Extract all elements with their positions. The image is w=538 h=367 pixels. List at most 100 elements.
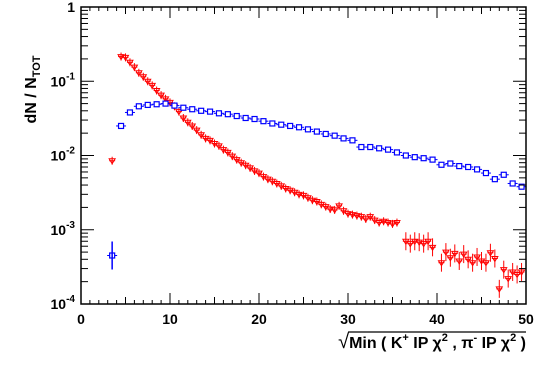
y-tick-label-base: 10 xyxy=(51,73,67,89)
data-point xyxy=(391,149,402,156)
data-point xyxy=(486,243,495,262)
data-point xyxy=(374,145,385,152)
data-point xyxy=(366,212,375,221)
data-point xyxy=(347,137,358,144)
data-point xyxy=(240,114,251,122)
data-point xyxy=(424,232,432,251)
data-point xyxy=(356,143,367,151)
x-tick-label: 20 xyxy=(251,311,267,327)
data-point xyxy=(143,77,152,86)
data-point xyxy=(311,128,322,135)
data-point xyxy=(148,81,157,90)
data-point xyxy=(126,58,134,67)
data-point xyxy=(472,166,483,173)
y-tick-labels: 10-410-310-210-11 xyxy=(51,0,76,312)
data-point xyxy=(142,101,153,109)
y-tick-label: 10-2 xyxy=(51,146,76,164)
data-point xyxy=(213,110,224,117)
y-axis-title-sub: TOT xyxy=(31,55,43,77)
y-tick-label-base: 1 xyxy=(67,0,75,15)
data-point xyxy=(302,126,313,133)
data-point xyxy=(419,234,428,253)
data-point xyxy=(175,107,183,116)
series-0 xyxy=(108,52,526,298)
data-point xyxy=(409,154,420,161)
data-point xyxy=(124,109,135,116)
data-point xyxy=(121,53,130,62)
data-point xyxy=(285,122,296,130)
data-point xyxy=(446,248,455,267)
data-point xyxy=(335,201,343,210)
data-point xyxy=(499,260,508,279)
data-point xyxy=(516,183,527,190)
data-point xyxy=(418,155,429,162)
plot-area xyxy=(107,52,527,298)
data-point xyxy=(215,141,223,150)
data-point xyxy=(365,143,376,151)
series-1 xyxy=(107,100,527,270)
x-axis-title-radical: √ xyxy=(338,331,349,353)
data-point xyxy=(134,68,143,77)
data-point xyxy=(455,251,464,270)
data-point xyxy=(139,72,148,81)
data-point xyxy=(330,205,339,214)
data-point xyxy=(338,135,349,142)
y-axis-title-main: dN / N xyxy=(23,77,40,123)
data-point xyxy=(517,262,526,281)
data-point xyxy=(427,156,438,163)
data-point xyxy=(157,91,165,100)
data-point xyxy=(188,121,197,130)
x-tick-label: 0 xyxy=(77,311,85,327)
data-point xyxy=(513,265,521,284)
data-point xyxy=(228,152,237,161)
y-tick-label-base: 10 xyxy=(51,222,67,238)
x-tick-label: 30 xyxy=(340,311,356,327)
data-point xyxy=(108,156,117,165)
y-tick-label-exponent: -2 xyxy=(66,146,75,157)
data-point xyxy=(116,122,127,130)
data-point xyxy=(490,249,499,268)
data-point xyxy=(178,104,189,111)
data-point xyxy=(222,111,233,118)
x-axis-title-mid2: , π xyxy=(448,335,474,352)
y-tick-label-exponent: -3 xyxy=(66,220,75,231)
data-point xyxy=(183,118,192,127)
data-point xyxy=(187,106,198,113)
data-point xyxy=(442,243,450,262)
data-point xyxy=(400,152,411,159)
data-point xyxy=(375,218,384,227)
data-point xyxy=(464,250,473,269)
data-point xyxy=(160,100,171,107)
data-point xyxy=(480,169,491,177)
data-point xyxy=(459,245,468,264)
data-point xyxy=(361,214,370,223)
data-point xyxy=(329,132,340,139)
data-point xyxy=(489,176,500,183)
data-point xyxy=(428,238,437,257)
data-point xyxy=(205,108,216,115)
x-axis-title-chi-sup2: 2 xyxy=(510,332,516,344)
x-axis-title-prefix: Min ( K xyxy=(349,335,403,352)
x-tick-label: 50 xyxy=(518,311,534,327)
data-point xyxy=(196,107,207,114)
data-point xyxy=(130,63,139,72)
x-axis-title-mid3: IP χ xyxy=(477,335,511,352)
data-point xyxy=(482,253,490,272)
data-point xyxy=(383,146,394,153)
data-point xyxy=(267,120,278,127)
x-axis-title-suffix: ) xyxy=(516,335,526,352)
y-tick-label: 10-3 xyxy=(51,220,76,238)
data-point xyxy=(255,169,263,178)
data-point xyxy=(445,160,456,167)
x-axis-title-mid1: IP χ xyxy=(409,335,443,352)
data-point xyxy=(223,148,232,157)
data-point xyxy=(468,253,477,272)
axis-ticks xyxy=(80,6,527,305)
x-tick-label: 10 xyxy=(162,311,178,327)
y-axis-title: dN / NTOT xyxy=(23,55,43,123)
data-point xyxy=(495,279,504,298)
y-tick-label-exponent: -1 xyxy=(66,71,75,82)
x-axis-title-chi-sup1: 2 xyxy=(442,332,448,344)
data-point xyxy=(294,124,305,131)
